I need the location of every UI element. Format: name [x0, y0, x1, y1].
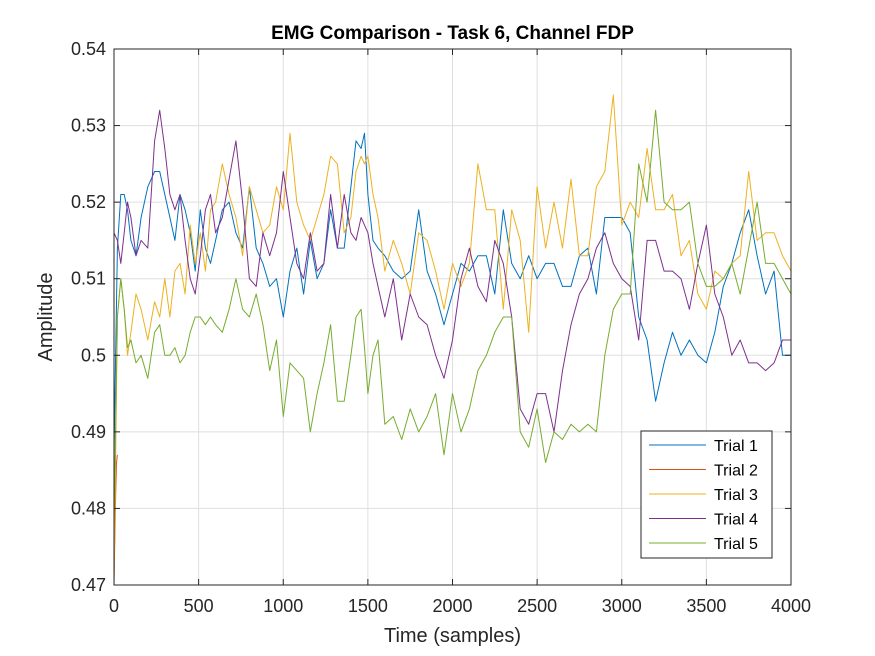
x-tick-label: 4000: [771, 596, 811, 616]
legend: Trial 1 Trial 2 Trial 3 Trial 4 Trial 5: [640, 430, 773, 559]
y-tick-label: 0.54: [71, 39, 106, 59]
y-axis-label: Amplitude: [35, 273, 57, 362]
y-tick-label: 0.48: [71, 498, 106, 518]
ticks: [113, 48, 792, 586]
x-tick-label: 1500: [348, 596, 388, 616]
chart-title: EMG Comparison - Task 6, Channel FDP: [271, 23, 634, 44]
x-tick-label: 2000: [432, 596, 472, 616]
x-tick-label: 0: [109, 596, 119, 616]
x-tick-label: 2500: [517, 596, 557, 616]
y-tick-label: 0.47: [71, 575, 106, 595]
y-tick-label: 0.52: [71, 192, 106, 212]
legend-entry: Trial 5: [714, 536, 758, 553]
x-tick-labels: 0 500 1000 1500 2000 2500 3000 3500 4000: [109, 596, 811, 616]
y-tick-label: 0.51: [71, 269, 106, 289]
series-line-trial-1: [113, 132, 791, 455]
x-tick-label: 3500: [686, 596, 726, 616]
legend-entry: Trial 2: [714, 463, 758, 480]
x-axis-label: Time (samples): [384, 625, 521, 647]
y-tick-label: 0.49: [71, 422, 106, 442]
legend-entry: Trial 1: [714, 438, 758, 455]
x-tick-label: 1000: [263, 596, 303, 616]
series-line-trial-5: [113, 109, 792, 524]
series-lines: [113, 94, 792, 586]
legend-entry: Trial 3: [714, 487, 758, 504]
series-line-trial-3: [113, 94, 792, 586]
y-tick-labels: 0.47 0.48 0.49 0.5 0.51 0.52 0.53 0.54: [71, 39, 106, 595]
series-line-trial-4: [113, 109, 791, 433]
x-tick-label: 500: [184, 596, 214, 616]
legend-entry: Trial 4: [714, 512, 758, 529]
y-tick-label: 0.53: [71, 116, 106, 136]
x-tick-label: 3000: [602, 596, 642, 616]
y-tick-label: 0.5: [81, 345, 106, 365]
